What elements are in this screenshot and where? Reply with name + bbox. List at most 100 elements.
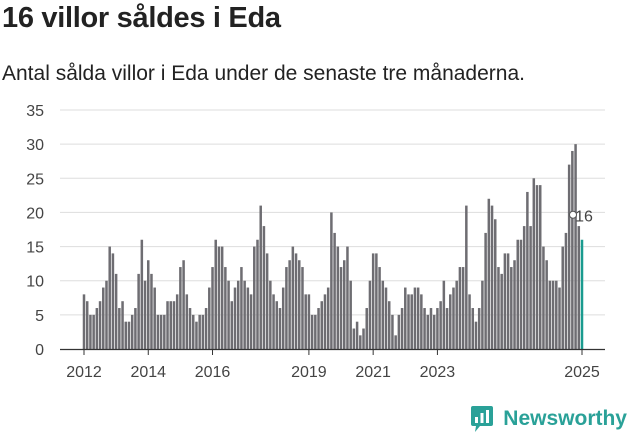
bar [436, 308, 439, 349]
bar [387, 301, 391, 349]
bar [407, 294, 410, 349]
bar [516, 239, 519, 349]
bar [375, 253, 378, 349]
bar [137, 273, 140, 349]
bar [92, 314, 95, 349]
bar [323, 294, 327, 349]
brand-logo[interactable]: Newsworthy [469, 405, 627, 433]
bar [410, 294, 413, 349]
y-tick-label: 30 [26, 137, 44, 154]
bar [426, 314, 430, 349]
bar [163, 314, 166, 349]
bar [240, 267, 243, 349]
bar [317, 308, 320, 349]
bar [397, 314, 401, 349]
bar [461, 267, 465, 349]
bar [429, 308, 433, 349]
bar [500, 273, 503, 349]
bar [179, 267, 182, 349]
bar [551, 280, 555, 349]
bar [227, 280, 230, 349]
bar [513, 260, 516, 349]
bar [558, 287, 561, 349]
bar [246, 287, 250, 349]
bar [159, 314, 163, 349]
bar [150, 273, 153, 349]
bar [278, 308, 282, 349]
bar [220, 246, 224, 349]
bar [201, 314, 205, 349]
bar [474, 321, 478, 349]
bar [471, 308, 475, 349]
y-tick-label: 15 [26, 240, 44, 257]
bar [304, 294, 307, 349]
bar [574, 144, 577, 349]
bar [339, 267, 343, 349]
bar [326, 287, 330, 349]
bar [423, 308, 426, 349]
bar [288, 260, 291, 349]
bar [571, 150, 574, 349]
y-tick-label: 5 [35, 308, 44, 325]
bars [82, 144, 584, 349]
x-axis: 2012 2014 2016 2019 2021 2023 2025 [60, 348, 605, 381]
bar [352, 328, 356, 349]
bar [458, 267, 462, 349]
bar [102, 287, 105, 349]
x-tick-label: 2016 [195, 364, 231, 381]
chart-subtitle: Antal sålda villor i Eda under de senast… [2, 62, 525, 85]
bar [314, 314, 317, 349]
y-tick-label: 20 [26, 205, 44, 222]
bar [185, 294, 189, 349]
bar [404, 287, 407, 349]
bar [182, 260, 185, 349]
bar [253, 246, 256, 349]
bar [153, 287, 156, 349]
bar [503, 253, 507, 349]
bar [452, 287, 455, 349]
bar [134, 308, 137, 349]
bar [490, 205, 494, 349]
bar [130, 314, 134, 349]
bar [82, 294, 86, 349]
bar [333, 232, 336, 349]
bar [191, 314, 195, 349]
bar [355, 321, 359, 349]
bar [169, 301, 173, 349]
x-tick-label: 2019 [291, 364, 327, 381]
bar [519, 239, 523, 349]
bar [320, 301, 324, 349]
y-tick-label: 0 [35, 342, 44, 359]
bar [262, 226, 266, 349]
highlight-value-label: 16 [575, 209, 593, 226]
bar [301, 267, 304, 349]
x-tick-label: 2012 [66, 364, 102, 381]
bar [143, 280, 147, 349]
bar [529, 226, 532, 349]
bar [265, 253, 269, 349]
bar [567, 164, 571, 349]
bar [310, 314, 314, 349]
bar [384, 287, 388, 349]
bar [416, 287, 420, 349]
bar [493, 219, 497, 349]
y-tick-label: 10 [26, 274, 44, 291]
bar [175, 294, 179, 349]
bar [236, 280, 240, 349]
bar [561, 246, 564, 349]
bar [224, 267, 227, 349]
bar [413, 287, 417, 349]
bar [95, 308, 99, 349]
bar [342, 260, 346, 349]
bar [330, 212, 333, 349]
bar [214, 239, 217, 349]
bar [172, 301, 176, 349]
bar [368, 280, 372, 349]
bar [230, 301, 234, 349]
bar [294, 253, 298, 349]
bar [538, 185, 542, 349]
highlight-marker [569, 210, 577, 219]
bar [298, 260, 301, 349]
bar [281, 287, 285, 349]
